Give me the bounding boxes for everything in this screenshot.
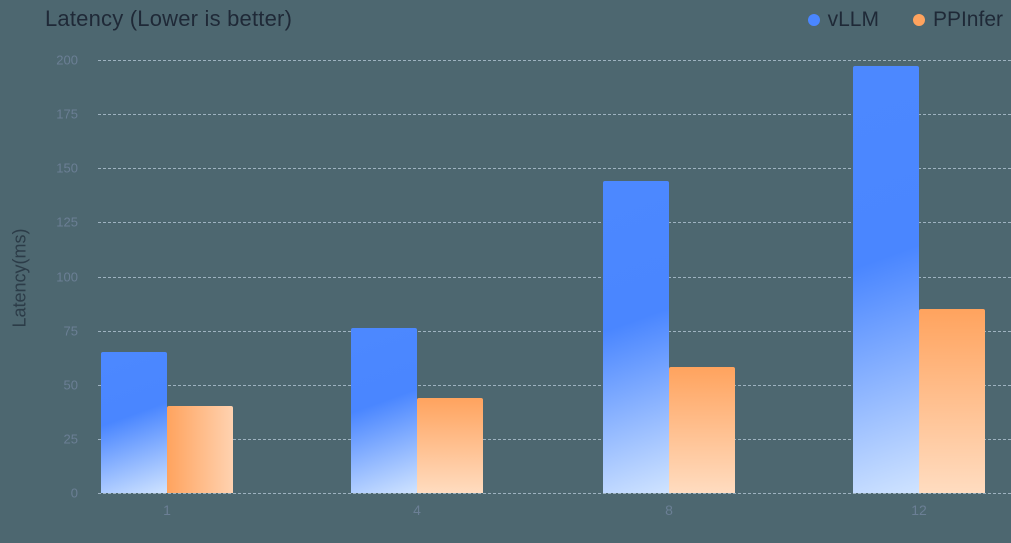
y-tick-label: 50: [63, 377, 78, 393]
bar-vllm-1[interactable]: [101, 352, 167, 493]
x-tick-label: 8: [665, 502, 673, 518]
gridline-100: [98, 277, 1011, 278]
gridline-150: [98, 168, 1011, 169]
bar-ppinfer-12[interactable]: [919, 308, 985, 493]
legend-label-ppinfer: PPInfer: [932, 8, 1003, 31]
chart-title: Latency (Lower is better): [45, 6, 293, 31]
gridline-175: [98, 114, 1011, 115]
gridline-25: [98, 439, 1011, 440]
ppinfer-dot-icon: [912, 14, 925, 26]
legend-item-ppinfer[interactable]: PPInfer: [912, 8, 1003, 32]
gridline-125: [98, 222, 1011, 223]
x-tick-label: 4: [413, 502, 421, 518]
gridline-200: [98, 60, 1011, 61]
y-tick-label: 75: [63, 323, 78, 339]
bar-ppinfer-8[interactable]: [669, 367, 735, 493]
bar-ppinfer-4[interactable]: [417, 397, 483, 493]
vllm-dot-icon: [807, 14, 820, 26]
bar-ppinfer-1[interactable]: [167, 406, 233, 493]
x-tick-label: 1: [163, 502, 171, 518]
bar-vllm-12[interactable]: [853, 66, 919, 493]
y-tick-label: 200: [56, 52, 78, 68]
gridline-75: [98, 331, 1011, 332]
x-tick-label: 12: [911, 502, 927, 518]
y-tick-label: 25: [63, 431, 78, 447]
gridline-0: [98, 493, 1011, 494]
y-tick-label: 0: [70, 485, 78, 501]
bar-vllm-8[interactable]: [603, 181, 669, 493]
legend-item-vllm[interactable]: vLLM: [807, 8, 879, 32]
y-tick-label: 150: [56, 160, 78, 176]
y-tick-label: 100: [56, 269, 78, 285]
y-tick-label: 175: [56, 106, 78, 122]
y-tick-label: 125: [56, 214, 78, 230]
bar-vllm-4[interactable]: [351, 328, 417, 493]
legend: vLLM PPInfer: [807, 8, 1003, 32]
gridline-50: [98, 385, 1011, 386]
legend-label-vllm: vLLM: [827, 8, 879, 31]
